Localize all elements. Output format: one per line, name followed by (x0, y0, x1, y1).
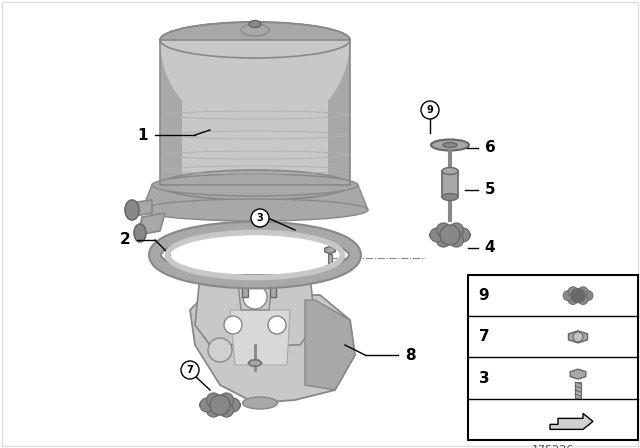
Text: 9: 9 (427, 105, 433, 115)
Text: 4: 4 (484, 241, 495, 255)
Circle shape (573, 332, 583, 342)
Polygon shape (195, 275, 315, 345)
Polygon shape (325, 246, 335, 254)
Polygon shape (305, 300, 355, 390)
Ellipse shape (142, 199, 368, 221)
Bar (328, 254, 332, 268)
Ellipse shape (243, 397, 278, 409)
Bar (468, 275, 638, 440)
Text: 7: 7 (479, 329, 490, 345)
Circle shape (251, 209, 269, 227)
Polygon shape (570, 369, 586, 379)
Ellipse shape (152, 174, 358, 196)
Circle shape (568, 294, 578, 305)
Circle shape (449, 233, 463, 247)
Polygon shape (328, 40, 350, 185)
Circle shape (563, 291, 573, 301)
Circle shape (430, 228, 444, 242)
Text: 5: 5 (484, 182, 495, 198)
Ellipse shape (125, 200, 139, 220)
Circle shape (436, 223, 451, 237)
Ellipse shape (134, 224, 146, 242)
Ellipse shape (430, 228, 470, 242)
Circle shape (268, 316, 286, 334)
Ellipse shape (160, 22, 350, 58)
Bar (270, 275, 276, 297)
Circle shape (207, 393, 221, 407)
Circle shape (568, 287, 578, 297)
Circle shape (583, 291, 593, 301)
Polygon shape (160, 40, 350, 185)
Circle shape (243, 285, 267, 309)
Polygon shape (237, 275, 273, 310)
Polygon shape (138, 213, 165, 235)
Bar (442, 171, 458, 197)
Text: 8: 8 (404, 348, 415, 362)
Ellipse shape (431, 139, 469, 151)
Circle shape (421, 101, 439, 119)
Polygon shape (550, 414, 593, 429)
Bar (242, 275, 248, 297)
Text: 175226: 175226 (532, 445, 574, 448)
Bar (575, 382, 581, 398)
Polygon shape (230, 310, 290, 365)
Text: 7: 7 (187, 365, 193, 375)
Ellipse shape (442, 194, 458, 201)
Text: 3: 3 (257, 213, 264, 223)
Circle shape (210, 395, 230, 415)
Circle shape (578, 287, 588, 297)
Text: 9: 9 (479, 288, 490, 303)
Polygon shape (568, 331, 588, 343)
Ellipse shape (443, 142, 457, 147)
Text: 2: 2 (120, 233, 131, 247)
Circle shape (220, 393, 234, 407)
Ellipse shape (564, 291, 592, 300)
Polygon shape (130, 200, 152, 217)
Polygon shape (142, 185, 368, 210)
Polygon shape (160, 40, 182, 185)
Polygon shape (190, 295, 355, 403)
Wedge shape (160, 40, 350, 135)
Circle shape (208, 338, 232, 362)
Circle shape (456, 228, 470, 242)
Circle shape (207, 403, 221, 417)
Circle shape (436, 233, 451, 247)
Ellipse shape (241, 24, 269, 36)
Ellipse shape (249, 21, 261, 27)
Circle shape (578, 294, 588, 305)
Text: 6: 6 (484, 141, 495, 155)
Circle shape (220, 403, 234, 417)
Ellipse shape (200, 398, 240, 412)
Circle shape (571, 289, 585, 303)
Polygon shape (248, 360, 262, 366)
Ellipse shape (160, 170, 350, 200)
Circle shape (200, 398, 214, 412)
Circle shape (181, 361, 199, 379)
Ellipse shape (442, 168, 458, 175)
Circle shape (224, 316, 242, 334)
Circle shape (449, 223, 463, 237)
Circle shape (440, 225, 460, 245)
Circle shape (226, 398, 240, 412)
Text: 1: 1 (138, 128, 148, 142)
Text: 3: 3 (479, 370, 490, 386)
